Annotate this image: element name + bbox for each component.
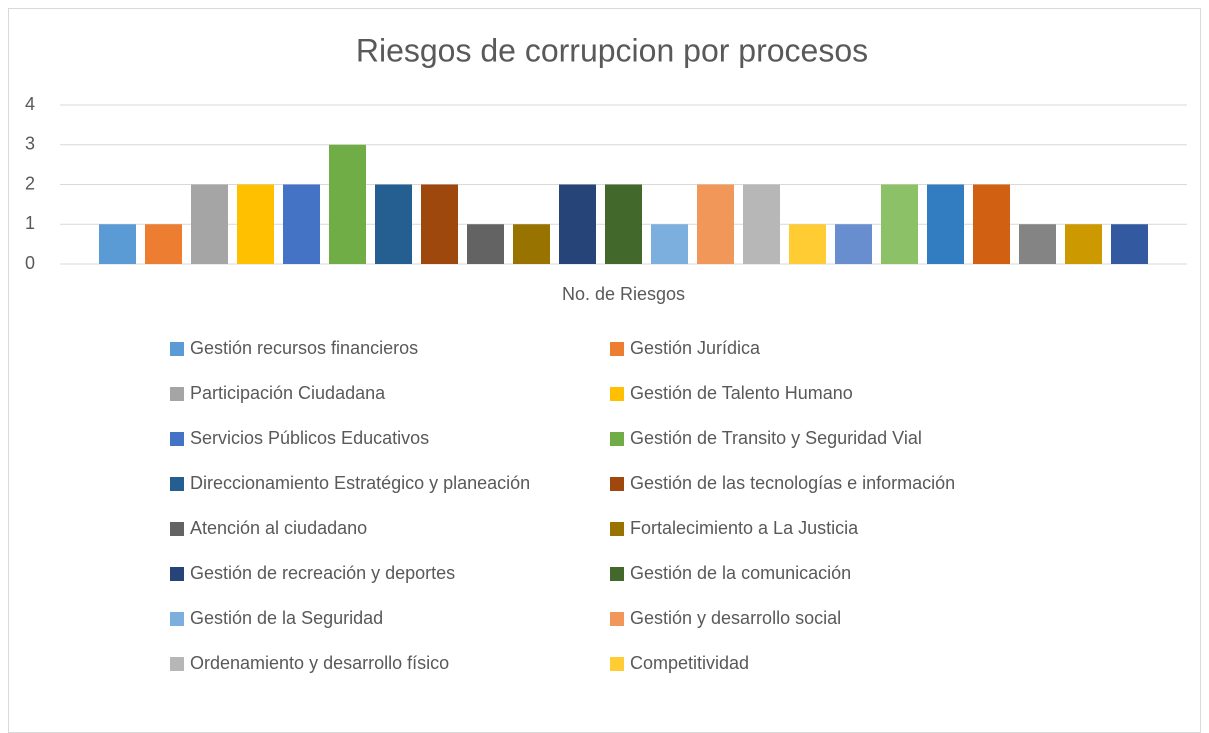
bar (743, 184, 780, 264)
bar (237, 184, 274, 264)
legend-swatch (170, 612, 184, 626)
legend-label: Servicios Públicos Educativos (190, 428, 429, 448)
legend-swatch (170, 477, 184, 491)
legend-label: Gestión de Transito y Seguridad Vial (630, 428, 922, 448)
legend-swatch (610, 477, 624, 491)
bar (697, 184, 734, 264)
legend-swatch (170, 522, 184, 536)
legend-swatch (610, 522, 624, 536)
legend-label: Direccionamiento Estratégico y planeació… (190, 473, 530, 493)
legend-swatch (170, 342, 184, 356)
bar (789, 224, 826, 264)
legend-label: Gestión de las tecnologías e información (630, 473, 955, 493)
y-tick-label: 1 (25, 213, 35, 233)
bar (283, 184, 320, 264)
bar (421, 184, 458, 264)
y-tick-label: 4 (25, 94, 35, 114)
chart-title: Riesgos de corrupcion por procesos (356, 32, 868, 68)
legend-swatch (170, 432, 184, 446)
bar (1065, 224, 1102, 264)
legend-label: Gestión de la Seguridad (190, 608, 383, 628)
legend-label: Atención al ciudadano (190, 518, 367, 538)
legend-label: Gestión de Talento Humano (630, 383, 853, 403)
legend-swatch (610, 657, 624, 671)
bar (1111, 224, 1148, 264)
bar (329, 144, 366, 264)
bar (145, 224, 182, 264)
legend-swatch (610, 567, 624, 581)
legend-label: Ordenamiento y desarrollo físico (190, 653, 449, 673)
y-tick-label: 0 (25, 253, 35, 273)
bar (467, 224, 504, 264)
chart-border (8, 8, 1201, 733)
bar (927, 184, 964, 264)
bar (881, 184, 918, 264)
bar (559, 184, 596, 264)
legend-label: Fortalecimiento a La Justicia (630, 518, 859, 538)
legend-label: Gestión recursos financieros (190, 338, 418, 358)
legend-label: Competitividad (630, 653, 749, 673)
legend-swatch (170, 657, 184, 671)
legend-label: Gestión y desarrollo social (630, 608, 841, 628)
x-tick-label: No. de Riesgos (562, 284, 685, 304)
legend-label: Gestión de la comunicación (630, 563, 851, 583)
legend-label: Participación Ciudadana (190, 383, 386, 403)
legend-swatch (610, 387, 624, 401)
legend-label: Gestión Jurídica (630, 338, 761, 358)
bar (191, 184, 228, 264)
bar (513, 224, 550, 264)
y-tick-label: 2 (25, 173, 35, 193)
y-tick-label: 3 (25, 134, 35, 154)
bar (375, 184, 412, 264)
bar (605, 184, 642, 264)
bar (835, 224, 872, 264)
legend-label: Gestión de recreación y deportes (190, 563, 455, 583)
bar (973, 184, 1010, 264)
legend-swatch (170, 567, 184, 581)
bar (1019, 224, 1056, 264)
legend-swatch (610, 432, 624, 446)
bar (651, 224, 688, 264)
bar (99, 224, 136, 264)
legend-swatch (170, 387, 184, 401)
legend-swatch (610, 612, 624, 626)
legend-swatch (610, 342, 624, 356)
